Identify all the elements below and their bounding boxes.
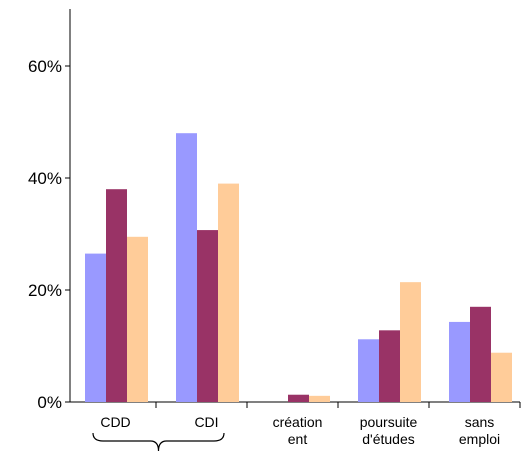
x-tick-label: CDD <box>100 414 130 430</box>
bar <box>309 395 330 402</box>
bars <box>85 133 512 402</box>
bar <box>288 394 309 402</box>
bar <box>358 339 379 402</box>
y-tick-label: 40% <box>28 169 62 188</box>
annotations <box>92 432 225 452</box>
bar <box>176 133 197 402</box>
x-tick-label: ent <box>288 431 308 447</box>
x-tick-label: création <box>273 414 323 430</box>
bar <box>470 306 491 402</box>
x-tick-label: sans <box>465 414 495 430</box>
y-tick-label: 20% <box>28 281 62 300</box>
bar <box>449 321 470 402</box>
bar <box>218 183 239 402</box>
brace-annotation <box>92 432 225 452</box>
bar <box>379 330 400 402</box>
bar <box>106 189 127 402</box>
x-tick-label: emploi <box>459 431 500 447</box>
x-tick-label: d'études <box>362 431 415 447</box>
x-tick-label: CDI <box>194 414 218 430</box>
bar <box>491 352 512 402</box>
bar <box>85 253 106 402</box>
y-tick-label: 0% <box>37 393 62 412</box>
y-tick-label: 60% <box>28 57 62 76</box>
bar <box>127 236 148 402</box>
bar <box>197 230 218 402</box>
bar <box>400 282 421 402</box>
x-tick-label: poursuite <box>360 414 418 430</box>
